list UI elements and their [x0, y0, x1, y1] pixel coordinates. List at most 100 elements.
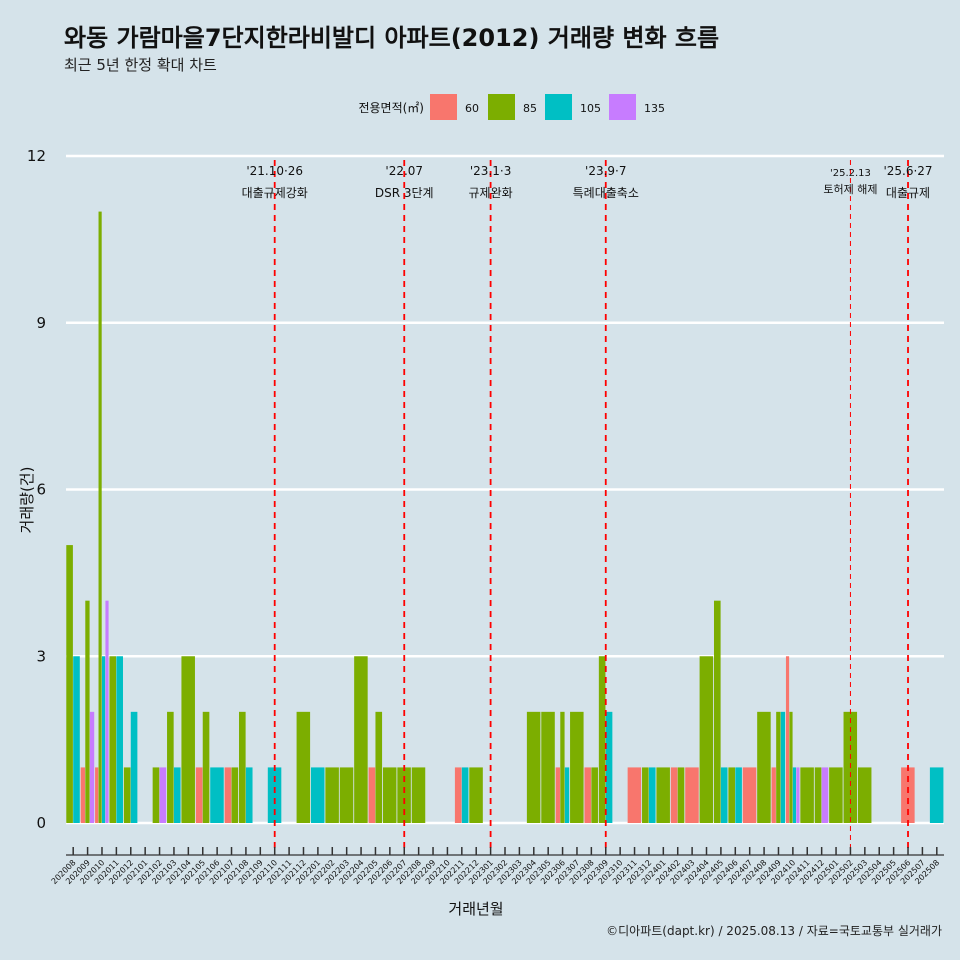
- bar-202412-85: [814, 767, 822, 823]
- bar-202206-85: [382, 767, 397, 823]
- bar-202107-60: [224, 767, 232, 823]
- bar-202008-85: [66, 545, 73, 823]
- bar-202103-105: [173, 767, 181, 823]
- event-label: 규제완화: [469, 186, 513, 200]
- bar-202405-85: [713, 600, 721, 823]
- bar-202410-105: [792, 767, 797, 823]
- bar-202408-85: [757, 711, 771, 823]
- bar-202503-85: [857, 767, 872, 823]
- bar-202312-105: [648, 767, 656, 823]
- bar-202205-60: [368, 767, 376, 823]
- y-tick-label: 0: [36, 814, 46, 832]
- bar-202009-60: [80, 767, 85, 823]
- bar-202407-60: [742, 767, 757, 823]
- event-date-label: '25.6·27: [883, 164, 932, 178]
- legend-key-135: [609, 94, 636, 120]
- bar-202402-85: [677, 767, 685, 823]
- bar-202409-105: [780, 711, 786, 823]
- bar-202104-85: [181, 656, 195, 823]
- source-caption: ©디아파트(dapt.kr) / 2025.08.13 / 자료=국토교통부 실…: [606, 924, 942, 938]
- bar-202211-105: [461, 767, 469, 823]
- event-date-label: '21.10·26: [246, 164, 303, 178]
- legend-label: 135: [644, 102, 665, 115]
- legend-label: 60: [465, 102, 479, 115]
- bar-202112-85: [296, 711, 311, 823]
- bar-202010-135: [105, 600, 109, 823]
- bar-202105-85: [202, 711, 210, 823]
- bar-202402-60: [670, 767, 678, 823]
- bar-202508-105: [929, 767, 944, 823]
- bar-202307-85: [570, 711, 584, 823]
- event-label: 대출규제강화: [242, 186, 308, 200]
- bar-202105-60: [195, 767, 203, 823]
- bar-202012-85: [123, 767, 131, 823]
- bar-202410-60: [785, 656, 790, 823]
- event-date-label: '23.9·7: [585, 164, 626, 178]
- bar-202011-85: [109, 656, 117, 823]
- bar-202011-105: [116, 656, 123, 823]
- bar-202406-85: [728, 767, 735, 823]
- bar-202212-85: [469, 767, 483, 823]
- bar-202308-85: [591, 767, 598, 823]
- bar-202308-60: [584, 767, 592, 823]
- y-tick-label: 3: [36, 647, 46, 665]
- chart-subtitle: 최근 5년 한정 확대 차트: [64, 56, 217, 74]
- bar-202305-85: [541, 711, 555, 823]
- bar-202208-85: [411, 767, 426, 823]
- bar-202309-85: [598, 656, 606, 823]
- legend: 전용면적(㎡) 60 85 105 135: [358, 94, 665, 120]
- legend-key-105: [545, 94, 572, 120]
- event-label: DSR 3단계: [375, 186, 434, 200]
- legend-title: 전용면적(㎡): [358, 101, 424, 115]
- bar-202309-105: [605, 711, 613, 823]
- bar-202009-135: [89, 711, 95, 823]
- x-axis-title: 거래년월: [448, 900, 503, 918]
- bar-202306-85: [560, 711, 565, 823]
- bar-202312-85: [642, 767, 649, 823]
- legend-key-60: [430, 94, 457, 120]
- bar-202410-135: [796, 767, 800, 823]
- bar-202110-105: [267, 767, 282, 823]
- bar-202306-105: [564, 767, 570, 823]
- event-label: 토허제 해제: [823, 182, 877, 196]
- bar-202108-85: [239, 711, 246, 823]
- bar-202304-85: [526, 711, 541, 823]
- chart-title: 와동 가람마을7단지한라비발디 아파트(2012) 거래량 변화 흐름: [64, 24, 720, 52]
- bar-202306-60: [555, 767, 560, 823]
- y-axis-title: 거래량(건): [18, 467, 36, 534]
- bar-202205-85: [375, 711, 383, 823]
- y-tick-label: 9: [36, 314, 46, 332]
- bar-202501-85: [829, 767, 843, 823]
- legend-key-85: [488, 94, 515, 120]
- bar-202406-105: [735, 767, 742, 823]
- bar-202202-85: [325, 767, 339, 823]
- bar-202008-105: [73, 656, 80, 823]
- legend-label: 85: [523, 102, 537, 115]
- event-label: 대출규제: [886, 186, 930, 200]
- bar-202106-105: [210, 767, 224, 823]
- bar-202412-135: [821, 767, 829, 823]
- bar-202010-105: [101, 656, 106, 823]
- event-date-label: '25.2.13: [830, 168, 871, 179]
- event-date-label: '23.1·3: [470, 164, 511, 178]
- bar-202401-85: [656, 767, 670, 823]
- bar-202207-85: [397, 767, 411, 823]
- event-date-label: '22.07: [385, 164, 423, 178]
- y-tick-label: 6: [36, 481, 46, 499]
- bar-202010-85: [98, 211, 102, 824]
- bar-202410-85: [789, 711, 793, 823]
- bar-202204-85: [354, 656, 368, 823]
- bar-202201-105: [310, 767, 325, 823]
- bar-202108-105: [245, 767, 253, 823]
- bar-202403-60: [685, 767, 699, 823]
- bar-202010-60: [95, 767, 99, 823]
- bar-202102-85: [152, 767, 160, 823]
- bar-202203-85: [339, 767, 354, 823]
- bar-202211-60: [454, 767, 462, 823]
- bar-202009-85: [85, 600, 90, 823]
- y-tick-label: 12: [27, 147, 46, 165]
- bar-202102-135: [159, 767, 167, 823]
- bar-202411-85: [800, 767, 814, 823]
- bar-202409-60: [771, 767, 776, 823]
